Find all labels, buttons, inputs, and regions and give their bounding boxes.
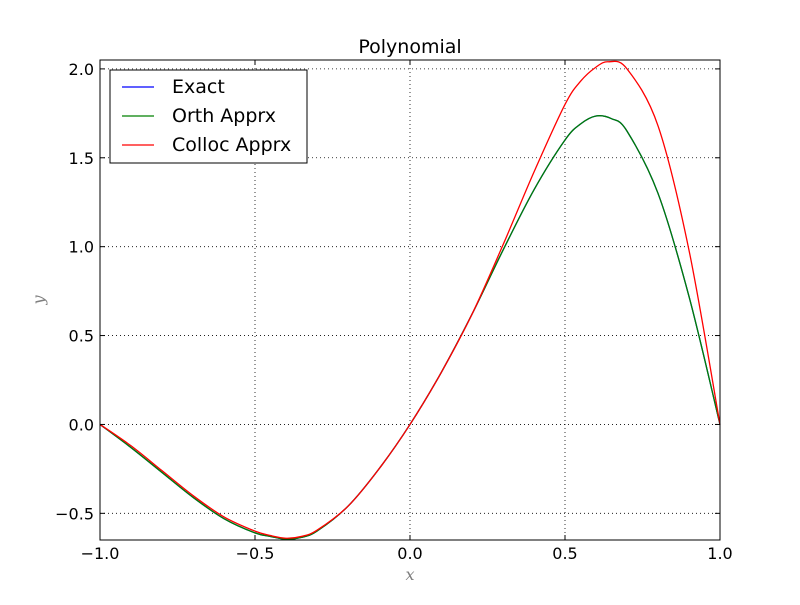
y-tick-label: 1.5 [69,149,94,168]
series-layer [99,60,721,540]
x-tick-label: 0.0 [397,544,422,563]
tick-labels: −1.0 −0.5 0.0 0.5 1.0 −0.5 0.0 0.5 1.0 1.5 2.0 [55,60,733,563]
y-tick-label: 0.0 [69,415,94,434]
legend-entries: Exact Orth Apprx Colloc Apprx [122,76,291,156]
x-tick-label: −1.0 [81,544,120,563]
legend-label-orth-apprx: Orth Apprx [172,105,276,127]
x-axis-label: x [405,565,414,584]
y-axis-label: y [29,295,48,306]
y-tick-label: 1.0 [69,238,94,257]
legend-label-exact: Exact [172,76,225,98]
y-tick-label: −0.5 [55,504,94,523]
x-tick-label: 0.5 [552,544,577,563]
x-tick-label: −0.5 [236,544,275,563]
ticks [99,60,721,540]
legend-label-colloc-apprx: Colloc Apprx [172,134,291,156]
y-tick-label: 2.0 [69,60,94,79]
x-tick-label: 1.0 [707,544,732,563]
y-tick-label: 0.5 [69,327,94,346]
legend: Exact Orth Apprx Colloc Apprx [109,69,308,164]
series-line-colloc-apprx [99,60,721,539]
chart-title: Polynomial [358,36,461,58]
